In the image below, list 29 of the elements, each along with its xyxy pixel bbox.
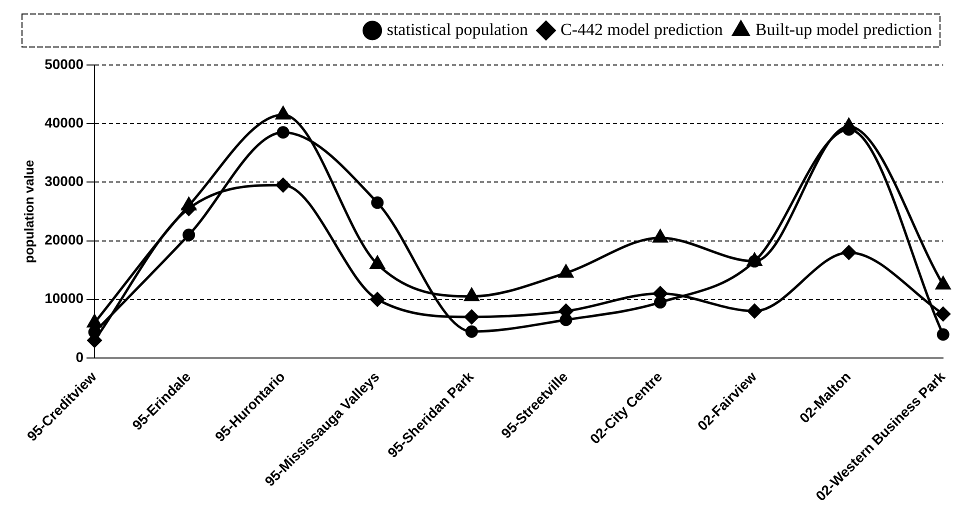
y-tick-label: 10000 — [44, 290, 84, 306]
point — [558, 264, 574, 278]
point — [652, 230, 668, 243]
point — [370, 292, 385, 307]
point — [464, 310, 479, 324]
point — [182, 228, 196, 242]
point — [842, 245, 856, 260]
point — [465, 325, 478, 338]
point — [936, 328, 950, 341]
point — [936, 306, 950, 322]
y-tick-label: 20000 — [44, 232, 84, 248]
y-tick-label: 40000 — [44, 114, 84, 130]
point — [276, 106, 290, 120]
legend-label: Built-up model prediction — [755, 20, 932, 39]
y-tick-label: 30000 — [44, 173, 84, 190]
point — [276, 126, 290, 139]
point — [182, 197, 196, 210]
point — [87, 314, 102, 328]
legend-label: C-442 model prediction — [560, 20, 724, 39]
point — [371, 196, 384, 209]
point — [370, 256, 385, 269]
y-axis-title: population value — [21, 160, 36, 264]
point — [464, 288, 479, 302]
y-tick-label: 0 — [76, 348, 84, 365]
point — [747, 304, 762, 318]
point — [276, 178, 290, 192]
point — [842, 118, 856, 132]
y-tick-label: 50000 — [44, 56, 84, 72]
legend-label: statistical population — [386, 20, 529, 39]
